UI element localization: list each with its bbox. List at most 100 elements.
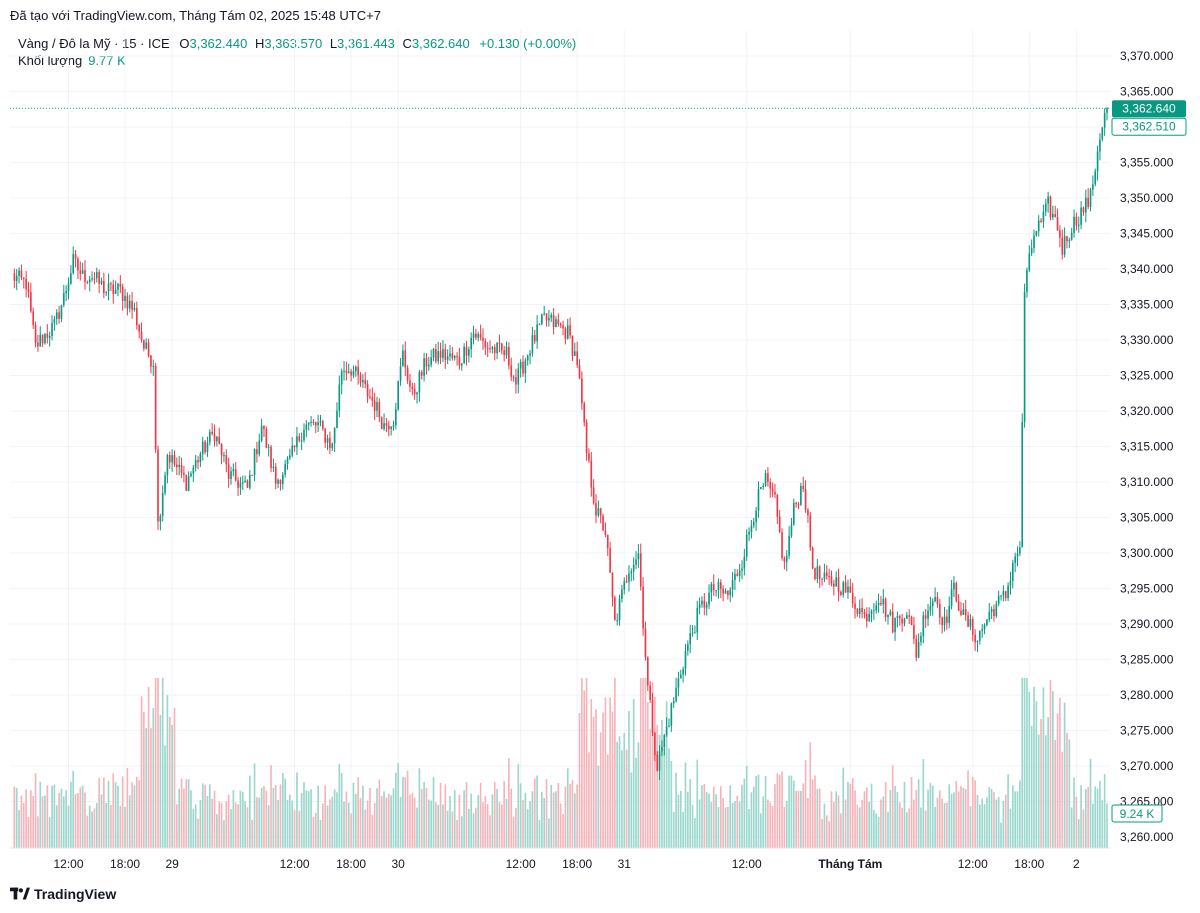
candle-body [446,356,449,360]
volume-bar [618,736,621,848]
candle-body [510,365,513,377]
volume-bar [437,805,440,848]
volume-bar [842,767,845,848]
volume-bar [524,792,527,848]
x-tick-label: 12:00 [280,857,310,871]
volume-bar [331,796,334,848]
volume-bar [694,818,696,848]
candle-body [350,371,352,376]
candle-body [39,334,42,347]
candle-body [131,300,133,310]
volume-bar [927,789,929,848]
candle-body [223,455,225,457]
candle-body [882,598,885,605]
volume-bar [870,783,873,848]
volume-bar [284,778,286,848]
candle-body [550,314,553,318]
volume-bar [844,799,847,848]
candle-body [103,280,105,294]
volume-bar [178,788,181,848]
candle-body [465,346,468,356]
candle-body [663,735,666,748]
candle-body [230,471,232,479]
volume-bar [599,732,602,848]
candle-body [105,291,108,294]
y-tick-label: 3,300.000 [1120,546,1174,560]
volume-label[interactable]: Khối lượng [18,53,83,68]
candle-body [903,618,906,624]
candle-body [296,436,298,448]
symbol-label[interactable]: Vàng / Đô la Mỹ · 15 · ICE [18,36,170,51]
candle-body [404,350,407,368]
candle-body [734,573,736,581]
volume-bar [154,678,157,848]
volume-bar [39,781,42,848]
candle-body [649,685,651,700]
candle-body [541,314,543,325]
candle-body [668,725,670,727]
volume-bar [279,784,282,848]
volume-bar [715,794,717,848]
candle-body [218,436,221,444]
candle-body [260,426,263,441]
x-tick-label: 12:00 [732,857,762,871]
candle-body [13,273,16,281]
volume-bar [270,765,272,848]
y-tick-label: 3,290.000 [1120,617,1174,631]
candle-body [201,441,204,454]
volume-bar [637,742,640,848]
candle-body [442,349,444,358]
volume-bar [760,813,762,848]
volume-bar [609,697,611,848]
candle-body [135,307,138,326]
candle-body [281,474,284,484]
candle-body [1042,211,1045,222]
candle-body [590,460,593,488]
volume-bar [825,815,828,848]
volume-bar [997,796,1000,848]
volume-bar [630,772,633,848]
candle-body [948,605,951,623]
volume-bar [767,799,769,848]
candle-body [383,423,385,429]
volume-bar [955,781,958,848]
volume-bar [185,779,188,848]
candle-body [505,347,508,356]
candle-body [854,603,856,610]
volume-bar [1009,808,1012,848]
volume-bar [124,806,126,848]
candle-body [654,732,656,755]
candle-body [964,609,967,616]
candle-body [927,610,929,619]
candle-body [858,608,861,614]
candle-body [1056,217,1059,231]
tradingview-logo[interactable]: TradingView [10,886,116,902]
candle-body [604,530,607,535]
candle-body [1103,112,1106,128]
volume-bar [917,779,920,848]
volume-bar [498,802,501,848]
candle-body [216,436,218,442]
volume-bar [296,772,298,848]
candle-body [286,458,289,464]
candle-body [150,355,152,367]
volume-bar [595,709,597,848]
candle-body [1028,253,1031,271]
volume-bar [44,795,46,848]
volume-bar [571,780,574,848]
candle-body [724,590,727,594]
candle-body [435,348,437,362]
candle-body [91,278,93,280]
volume-bar [1061,751,1064,848]
candle-body [70,273,72,284]
volume-bar [889,789,892,848]
volume-bar [161,678,164,848]
candle-body [555,319,557,327]
volume-bar [357,777,359,848]
volume-bar [395,772,397,848]
candle-body [783,557,786,562]
candle-body [656,754,659,771]
candle-body [623,581,626,590]
candle-body [960,610,962,615]
